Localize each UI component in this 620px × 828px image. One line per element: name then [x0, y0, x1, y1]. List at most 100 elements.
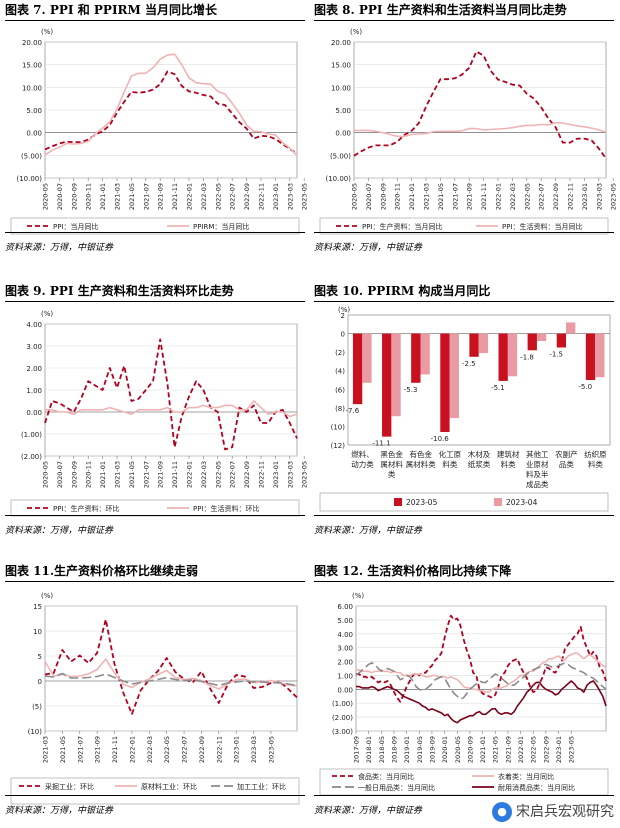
title-rule	[314, 581, 614, 582]
wechat-icon: ●	[492, 802, 512, 822]
bar	[440, 333, 450, 432]
x-tick-label: 2022-07	[229, 183, 237, 210]
x-tick-label: 2022-01	[128, 736, 136, 763]
series-line	[44, 53, 298, 156]
chart-panel-11: 图表 11.生产资料价格环比继续走弱 (10) (5) 0 5 10 15 (%) 2021-…	[5, 561, 305, 823]
x-tick-label: 2020-05	[42, 183, 50, 210]
y-tick-label: 5	[38, 653, 42, 661]
bar	[420, 333, 430, 375]
y-tick-label: 15.00	[331, 62, 351, 70]
source-rule	[5, 515, 305, 516]
y-tick-label: 20.00	[331, 39, 351, 47]
legend-label: PPI：生活资料：当月同比	[502, 222, 583, 231]
source-note: 资料来源：万得，中银证券	[5, 243, 114, 253]
source-note: 资料来源：万得，中银证券	[314, 526, 423, 536]
x-tick-label: 2022-11	[567, 183, 575, 210]
source-rule	[314, 232, 614, 233]
series-line	[44, 338, 298, 451]
legend-box	[10, 217, 300, 235]
x-tick-label: 2022-05	[163, 736, 171, 763]
chart-title: 图表 9. PPI 生产资料和生活资料环比走势	[5, 284, 234, 298]
x-tick-label: 2022-09	[243, 183, 251, 210]
source-note: 资料来源：万得，中银证券	[5, 526, 114, 536]
category-label: 木材及	[468, 449, 491, 459]
category-label: 建筑材	[497, 449, 520, 459]
category-label: 农副产	[555, 449, 578, 459]
x-tick-label: 2022-03	[509, 183, 517, 210]
y-tick-label: 6.00	[337, 603, 353, 611]
x-tick-label: 2021-11	[171, 183, 179, 210]
y-tick-label: (5)	[32, 703, 42, 711]
chart-svg-11: (10) (5) 0 5 10 15 (%) 2021-03 2021-05 2021-07 202…	[10, 592, 300, 805]
series-line	[356, 680, 607, 724]
plot-frame	[44, 605, 298, 732]
x-tick-label: 2021-11	[480, 183, 488, 210]
bar	[478, 333, 489, 354]
x-tick-label: 2021-07	[451, 183, 459, 210]
y-tick-label: 2	[341, 312, 345, 320]
x-tick-label: 2022-09	[198, 736, 206, 763]
category-label: 动力类	[351, 459, 374, 469]
x-tick-label: 2021-05	[128, 461, 136, 488]
x-tick-label: 2023-05	[610, 183, 618, 210]
x-tick-label: 2020-11	[85, 183, 93, 210]
x-tick-label: 2023-05	[568, 736, 576, 763]
legend-label: PPI：生活资料：环比	[193, 504, 260, 513]
chart-panel-9: 图表 9. PPI 生产资料和生活资料环比走势 (2.00) (1.00) 0.00…	[5, 281, 309, 541]
y-tick-label: 1.00	[26, 387, 42, 395]
category-label: 纸浆类	[468, 459, 491, 469]
category-label: 料类	[442, 459, 457, 469]
y-tick-label: 5.00	[337, 617, 353, 625]
watermark-text: 宋启兵宏观研究	[516, 804, 614, 820]
x-tick-label: 2021-03	[114, 461, 122, 488]
source-rule	[5, 795, 305, 796]
y-tick-label: (1.00)	[332, 700, 353, 708]
y-tick-label: (10)	[331, 423, 346, 431]
x-tick-label: 2023-01	[272, 183, 280, 210]
data-label: -7.6	[346, 407, 360, 415]
y-tick-label: (5.00)	[330, 152, 351, 160]
bar	[352, 333, 363, 405]
unit-label: (%)	[41, 592, 53, 600]
chart-title: 图表 11.生产资料价格环比继续走弱	[5, 564, 199, 578]
legend-label: 2023-05	[406, 498, 438, 507]
x-tick-label: 2021-09	[466, 183, 474, 210]
category-label: 化工原	[439, 449, 462, 459]
chart-title: 图表 10. PPIRM 构成当月同比	[314, 284, 491, 298]
y-tick-label: 0.00	[26, 130, 42, 138]
x-tick-label: 2022-01	[517, 736, 525, 763]
x-tick-label: 2022-03	[200, 461, 208, 488]
x-tick-label: 2022-03	[200, 183, 208, 210]
y-tick-label: (12)	[331, 442, 346, 450]
x-tick-label: 2023-03	[286, 461, 294, 488]
legend-label: 2023-04	[506, 498, 538, 507]
bar	[527, 333, 537, 351]
x-tick-label: 2021-01	[408, 183, 416, 210]
category-label: 类	[388, 469, 396, 479]
chart-panel-8: 图表 8. PPI 生产资料和生活资料当月同比走势 (10.00) (5.00) 0…	[314, 0, 618, 258]
title-rule	[314, 301, 614, 302]
chart-title: 图表 7. PPI 和 PPIRM 当月同比增长	[5, 3, 217, 17]
data-label: -1.8	[520, 353, 534, 361]
data-label: -1.5	[549, 351, 563, 359]
x-tick-label: 2021-09	[157, 461, 165, 488]
y-tick-label: 3.00	[26, 343, 42, 351]
series-line	[355, 662, 607, 700]
x-tick-label: 2023-03	[595, 183, 603, 210]
legend-label: 衣着类：当月同比	[498, 772, 554, 781]
x-tick-label: 2020-09	[70, 461, 78, 488]
x-tick-label: 2019-09	[428, 736, 436, 763]
bar	[498, 333, 508, 381]
x-tick-label: 2021-01	[479, 736, 487, 763]
x-tick-label: 2018-05	[378, 736, 386, 763]
legend-label: PPIRM：当月同比	[193, 222, 249, 231]
y-tick-label: (3.00)	[332, 728, 353, 736]
x-tick-label: 2017-09	[353, 736, 361, 763]
category-label: 品类	[559, 459, 574, 469]
x-tick-label: 2020-07	[56, 461, 64, 488]
category-label: 其他工	[526, 449, 549, 459]
x-tick-label: 2021-03	[42, 736, 50, 763]
x-tick-label: 2021-11	[171, 461, 179, 488]
chart-svg-8: (10.00) (5.00) 0.00 5.00 10.00 15.00 20.00 (%) 2…	[319, 28, 618, 235]
title-rule	[314, 20, 614, 21]
